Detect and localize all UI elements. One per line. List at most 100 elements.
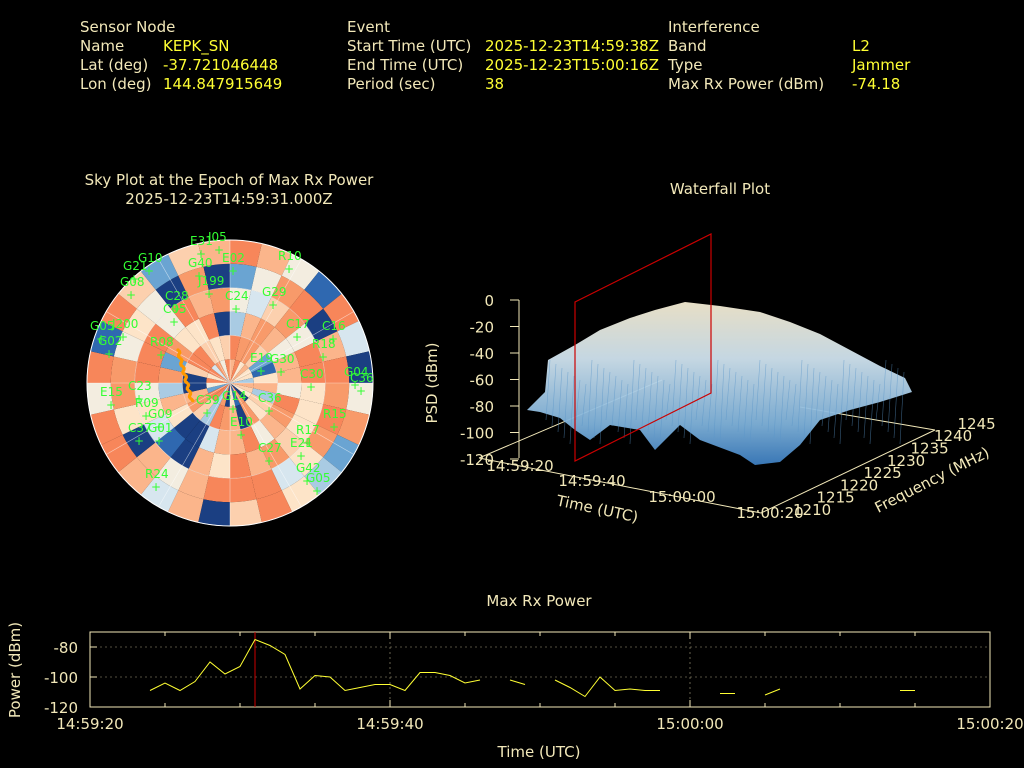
sky-cell — [299, 361, 326, 383]
waterfall-streak — [791, 383, 797, 427]
waterfall-z-tick: -40 — [470, 345, 495, 363]
sky-cell — [337, 409, 370, 445]
power-x-tick: 15:00:00 — [656, 715, 723, 733]
waterfall-streak — [803, 363, 809, 439]
waterfall-streak — [761, 363, 767, 427]
waterfall-streak — [599, 367, 605, 445]
sky-cell — [215, 361, 230, 383]
waterfall-streak — [719, 363, 725, 445]
waterfall-y-tick: 1230 — [887, 452, 925, 470]
waterfall-x-axis — [478, 457, 762, 514]
sky-cell — [256, 490, 292, 523]
sky-cell — [140, 254, 179, 290]
sky-cell — [200, 401, 220, 426]
sky-cell — [174, 327, 201, 354]
satellite-label: E21 — [290, 436, 313, 450]
satellite-marker: + — [118, 330, 128, 344]
sky-cell — [168, 490, 204, 523]
sky-cell — [90, 321, 123, 357]
sky-cell — [101, 434, 137, 473]
satellite-label: R24 — [145, 467, 169, 481]
sky-cell — [230, 361, 245, 383]
sky-cell — [219, 383, 230, 407]
waterfall-streak — [563, 371, 569, 439]
satellite-label: C28 — [165, 289, 189, 303]
sky-cell — [214, 311, 230, 337]
sky-cell — [178, 468, 209, 500]
waterfall-streak — [755, 359, 761, 421]
sky-cell — [230, 368, 252, 383]
satellites: E31+I05+E02+R10+G10+G21+G40+G08+J199+ G29… — [90, 230, 374, 498]
lat-label: Lat (deg) — [80, 56, 149, 74]
satellite-marker: + — [129, 272, 139, 286]
waterfall-y-tick: 1235 — [911, 440, 949, 458]
satellite-marker: + — [318, 350, 328, 364]
sky-heatmap — [87, 240, 373, 526]
sky-cell — [240, 313, 261, 341]
satellite-marker: + — [228, 402, 238, 416]
power-x-tick: 14:59:40 — [356, 715, 423, 733]
sky-cell — [230, 377, 254, 383]
sky-cell — [251, 388, 277, 404]
sky-cell — [337, 321, 370, 357]
satellite-marker: + — [302, 436, 312, 450]
sky-cell — [155, 457, 189, 491]
satellite-label: G02 — [98, 334, 123, 348]
satellite-label: E02 — [222, 251, 245, 265]
sky-track-point — [191, 399, 195, 403]
waterfall-x-tick: 15:00:20 — [736, 504, 803, 522]
waterfall-streak — [827, 379, 833, 433]
power-series-line — [149, 638, 481, 692]
sky-plot-title: Sky Plot at the Epoch of Max Rx Power — [84, 171, 374, 189]
satellite-marker: + — [214, 243, 224, 257]
satellite-marker: + — [231, 302, 241, 316]
sky-cell — [174, 412, 201, 439]
sensor-node-title: Sensor Node — [80, 18, 176, 36]
sky-cell — [235, 404, 251, 430]
sky-grid-spoke — [106, 382, 231, 455]
sky-cell — [256, 243, 292, 276]
sky-cell — [281, 254, 320, 290]
sky-cell — [219, 359, 230, 383]
satellite-marker: + — [356, 384, 366, 398]
sky-cell — [271, 457, 305, 491]
sky-cell — [185, 318, 210, 346]
satellite-label: C30 — [300, 367, 324, 381]
waterfall-streak — [785, 379, 791, 421]
sky-cell — [224, 359, 230, 383]
sky-cell — [230, 383, 241, 407]
sky-cell — [230, 372, 254, 383]
type-label: Type — [668, 56, 703, 74]
sky-cell — [230, 383, 252, 398]
waterfall-z-tick: -80 — [470, 398, 495, 416]
sky-grid-spoke — [106, 311, 231, 384]
sky-cell — [261, 438, 290, 469]
waterfall-streak — [587, 359, 593, 433]
sky-cell — [185, 420, 210, 448]
sky-cell — [294, 341, 323, 368]
waterfall-streak — [545, 359, 551, 421]
sky-cell — [230, 311, 246, 337]
satellite-marker: + — [104, 347, 114, 361]
sky-cell — [122, 308, 156, 342]
sky-cell — [198, 240, 230, 267]
start-time-value: 2025-12-23T14:59:38Z — [485, 37, 659, 55]
waterfall-streak — [677, 363, 683, 433]
satellite-label: C23 — [128, 379, 152, 393]
sky-cell — [160, 352, 188, 373]
sky-cell — [230, 383, 254, 389]
sky-grid-spoke — [158, 259, 231, 384]
waterfall-streak — [629, 359, 635, 445]
sky-cell — [230, 383, 249, 402]
waterfall-streak — [683, 367, 689, 439]
sky-cell — [245, 447, 272, 476]
sky-cell — [274, 427, 305, 458]
sky-cell — [274, 308, 305, 339]
satellite-marker: + — [329, 420, 339, 434]
satellite-marker: + — [154, 420, 164, 434]
max-rx-power-value: -74.18 — [852, 75, 901, 93]
lon-label: Lon (deg) — [80, 75, 152, 93]
waterfall-streak — [833, 383, 839, 439]
satellite-label: G30 — [270, 352, 295, 366]
power-y-label: Power (dBm) — [6, 622, 24, 718]
